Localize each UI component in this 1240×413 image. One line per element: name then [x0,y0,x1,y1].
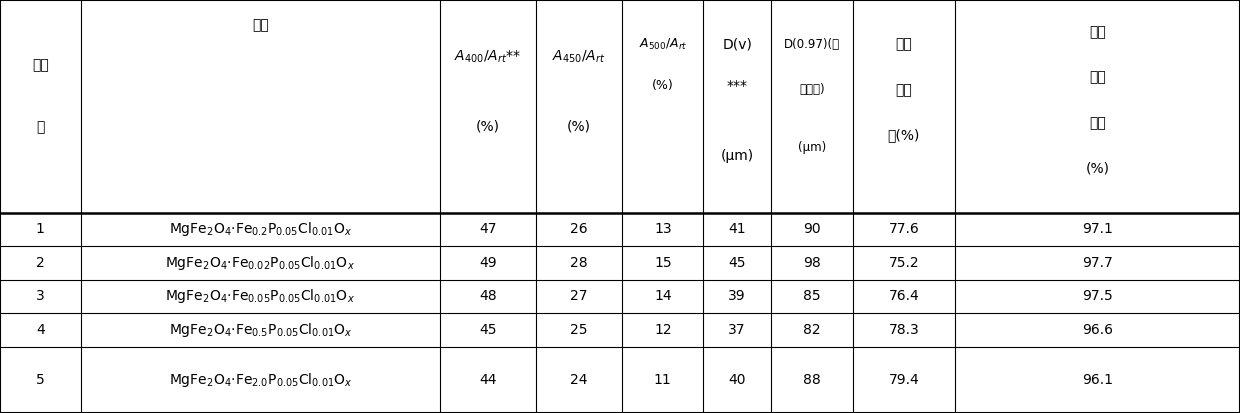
Text: MgFe$_2$O$_4$·Fe$_{2.0}$P$_{0.05}$Cl$_{0.01}$O$_x$: MgFe$_2$O$_4$·Fe$_{2.0}$P$_{0.05}$Cl$_{0… [169,371,352,389]
Text: 率(%): 率(%) [888,128,920,142]
Text: 88: 88 [804,373,821,387]
Text: 44: 44 [479,373,497,387]
Text: 45: 45 [728,256,746,270]
Text: 12: 12 [653,323,672,337]
Text: 39: 39 [728,290,746,303]
Text: 15: 15 [653,256,672,270]
Text: MgFe$_2$O$_4$·Fe$_{0.2}$P$_{0.05}$Cl$_{0.01}$O$_x$: MgFe$_2$O$_4$·Fe$_{0.2}$P$_{0.05}$Cl$_{0… [169,221,352,238]
Text: 组分: 组分 [252,18,269,32]
Text: (%): (%) [567,120,591,134]
Text: 90: 90 [804,223,821,236]
Text: 41: 41 [728,223,746,236]
Text: 97.1: 97.1 [1083,223,1112,236]
Text: 82: 82 [804,323,821,337]
Text: 48: 48 [479,290,497,303]
Text: 26: 26 [570,223,588,236]
Text: 75.2: 75.2 [889,256,919,270]
Text: 5: 5 [36,373,45,387]
Text: (μm): (μm) [720,149,754,163]
Text: 45: 45 [479,323,497,337]
Text: D(0.97)(体: D(0.97)(体 [784,38,841,51]
Text: 49: 49 [479,256,497,270]
Text: 择性: 择性 [1089,116,1106,130]
Text: 烯选: 烯选 [1089,71,1106,84]
Text: 24: 24 [570,373,588,387]
Text: 3: 3 [36,290,45,303]
Text: 25: 25 [570,323,588,337]
Text: 剂: 剂 [36,120,45,134]
Text: 85: 85 [804,290,821,303]
Text: 97.7: 97.7 [1083,256,1112,270]
Text: 积粒径): 积粒径) [800,83,825,96]
Text: 转化: 转化 [895,83,913,97]
Text: 98: 98 [804,256,821,270]
Text: (μm): (μm) [799,141,826,154]
Text: $A_{400}/A_{rt}$**: $A_{400}/A_{rt}$** [454,49,522,65]
Text: 79.4: 79.4 [889,373,919,387]
Text: 77.6: 77.6 [889,223,919,236]
Text: MgFe$_2$O$_4$·Fe$_{0.05}$P$_{0.05}$Cl$_{0.01}$O$_x$: MgFe$_2$O$_4$·Fe$_{0.05}$P$_{0.05}$Cl$_{… [165,287,356,305]
Text: MgFe$_2$O$_4$·Fe$_{0.5}$P$_{0.05}$Cl$_{0.01}$O$_x$: MgFe$_2$O$_4$·Fe$_{0.5}$P$_{0.05}$Cl$_{0… [169,321,352,339]
Text: 96.1: 96.1 [1081,373,1114,387]
Text: 丁二: 丁二 [1089,25,1106,39]
Text: D(v): D(v) [722,38,753,51]
Text: 96.6: 96.6 [1081,323,1114,337]
Text: 37: 37 [728,323,746,337]
Text: 4: 4 [36,323,45,337]
Text: 13: 13 [653,223,672,236]
Text: (%): (%) [476,120,500,134]
Text: 14: 14 [653,290,672,303]
Text: 2: 2 [36,256,45,270]
Text: ***: *** [727,79,748,93]
Text: 28: 28 [570,256,588,270]
Text: 催化: 催化 [32,58,48,72]
Text: 11: 11 [653,373,672,387]
Text: 40: 40 [728,373,746,387]
Text: MgFe$_2$O$_4$·Fe$_{0.02}$P$_{0.05}$Cl$_{0.01}$O$_x$: MgFe$_2$O$_4$·Fe$_{0.02}$P$_{0.05}$Cl$_{… [165,254,356,272]
Text: 78.3: 78.3 [889,323,919,337]
Text: (%): (%) [652,79,673,92]
Text: (%): (%) [1085,161,1110,175]
Text: 丁烯: 丁烯 [895,38,913,51]
Text: 47: 47 [479,223,497,236]
Text: 1: 1 [36,223,45,236]
Text: 97.5: 97.5 [1083,290,1112,303]
Text: $A_{500}/A_{rt}$: $A_{500}/A_{rt}$ [639,37,687,52]
Text: 27: 27 [570,290,588,303]
Text: 76.4: 76.4 [889,290,919,303]
Text: $A_{450}/A_{rt}$: $A_{450}/A_{rt}$ [552,49,606,65]
